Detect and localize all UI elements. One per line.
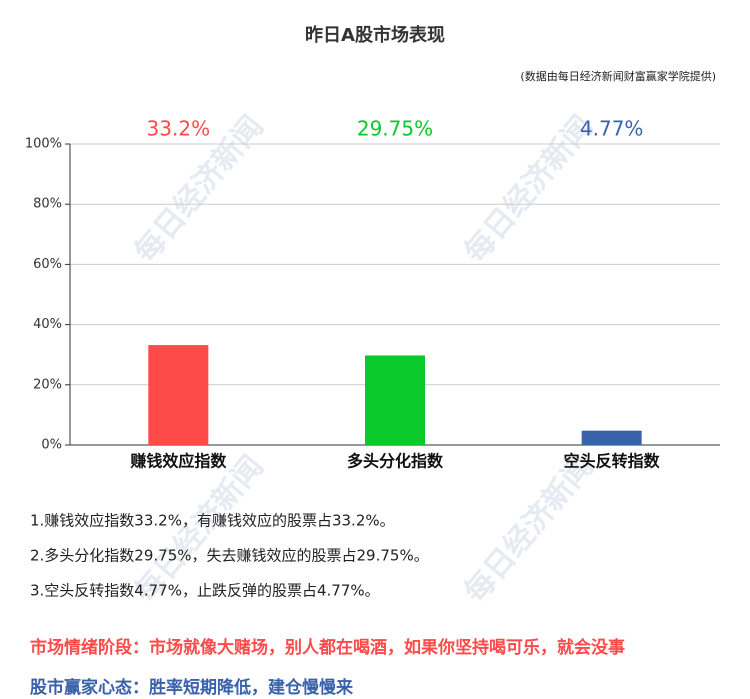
chart-title: 昨日A股市场表现: [305, 24, 445, 46]
bar: [365, 355, 425, 445]
x-tick-label: 空头反转指数: [564, 452, 661, 471]
y-tick-label: 80%: [33, 197, 62, 212]
y-tick-label: 60%: [33, 257, 62, 272]
x-tick-label: 多头分化指数: [347, 452, 444, 471]
summary-line: 市场情绪阶段：市场就像大赌场，别人都在喝酒，如果你坚持喝可乐，就会没事: [30, 637, 625, 658]
bar: [148, 345, 209, 445]
y-tick-label: 40%: [33, 317, 62, 332]
note: 2.多头分化指数29.75%，失去赚钱效应的股票占29.75%。: [30, 547, 429, 565]
summary-line: 股市赢家心态：胜率短期降低，建仓慢慢来: [30, 677, 354, 698]
x-tick-label: 赚钱效应指数: [129, 452, 227, 471]
y-tick-label: 20%: [33, 377, 62, 392]
y-tick-label: 0%: [41, 438, 62, 453]
note: 1.赚钱效应指数33.2%，有赚钱效应的股票占33.2%。: [30, 512, 395, 530]
value-label: 4.77%: [580, 117, 644, 141]
y-tick-label: 100%: [25, 137, 62, 152]
value-label: 33.2%: [147, 117, 211, 141]
value-label: 29.75%: [357, 117, 433, 141]
chart-subtitle: (数据由每日经济新闻财富赢家学院提供): [520, 69, 716, 83]
watermark: 每日经济新闻: [458, 449, 601, 609]
bar: [581, 430, 642, 445]
note: 3.空头反转指数4.77%，止跌反弹的股票占4.77%。: [30, 582, 380, 600]
